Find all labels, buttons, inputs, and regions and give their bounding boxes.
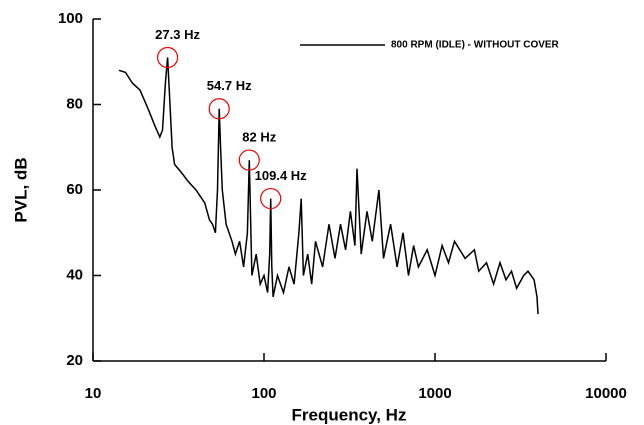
x-tick-label: 10 <box>85 385 102 402</box>
series-line <box>118 57 539 315</box>
peak-marker <box>238 149 260 171</box>
peak-marker <box>208 98 230 120</box>
y-tick-label: 20 <box>66 352 83 369</box>
x-tick-label: 10000 <box>585 385 627 402</box>
y-axis-label: PVL, dB <box>11 157 30 222</box>
annotation: 27.3 Hz <box>155 27 200 42</box>
annotation: 82 Hz <box>242 130 276 145</box>
annotation: 109.4 Hz <box>255 168 308 183</box>
y-tick-label: 80 <box>66 95 83 112</box>
peak-marker <box>156 46 179 69</box>
x-tick-label: 100 <box>251 385 276 402</box>
x-tick-label: 1000 <box>418 385 451 402</box>
peak-marker <box>260 187 282 210</box>
x-axis-label: Frequency, Hz <box>292 405 407 424</box>
y-tick-label: 60 <box>66 181 83 198</box>
y-tick-label: 100 <box>58 10 83 27</box>
annotation: 54.7 Hz <box>207 78 252 93</box>
y-tick-label: 40 <box>66 266 83 283</box>
legend-label: 800 RPM (IDLE) - WITHOUT COVER <box>391 40 560 51</box>
